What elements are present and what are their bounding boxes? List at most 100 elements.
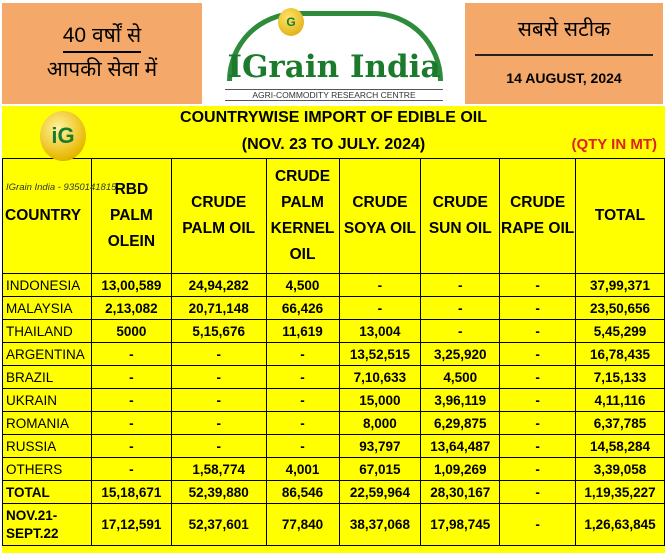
grain-logo-icon: iG <box>40 111 86 161</box>
value-cell: - <box>90 388 172 412</box>
value-cell: - <box>499 388 577 412</box>
country-cell: ROMANIA <box>2 411 92 435</box>
value-cell: 67,015 <box>338 457 422 481</box>
value-cell: - <box>499 342 577 366</box>
col-header-crude-sun-oil: CRUDE SUN OIL <box>420 158 501 274</box>
value-cell: 4,500 <box>420 365 501 389</box>
country-cell: TOTAL <box>2 480 92 504</box>
value-cell: - <box>265 434 340 458</box>
value-cell: 4,500 <box>265 273 340 297</box>
brand-tagline: AGRI-COMMODITY RESEARCH CENTRE <box>225 89 443 101</box>
col-header-rbd-palm-olein: RBD PALM OLEIN <box>90 158 172 274</box>
value-cell: 6,29,875 <box>420 411 501 435</box>
value-cell: 7,15,133 <box>575 365 665 389</box>
value-cell: 1,09,269 <box>420 457 501 481</box>
value-cell: - <box>499 503 577 546</box>
value-cell: 38,37,068 <box>338 503 422 546</box>
table-title: COUNTRYWISE IMPORT OF EDIBLE OIL <box>180 109 487 126</box>
value-cell: - <box>420 296 501 320</box>
col-header-crude-rape-oil: CRUDE RAPE OIL <box>499 158 577 274</box>
value-cell: - <box>338 296 422 320</box>
brand-name: IGrain India <box>227 49 441 85</box>
value-cell: - <box>265 365 340 389</box>
table-row: BRAZIL - - -7,10,633 4,500-7,15,133 <box>2 365 665 389</box>
value-cell: 16,78,435 <box>575 342 665 366</box>
value-cell: 3,25,920 <box>420 342 501 366</box>
grain-icon: G <box>278 8 304 36</box>
value-cell: - <box>499 480 577 504</box>
col-header-crude-palm-kernel-oil: CRUDE PALM KERNEL OIL <box>265 158 340 274</box>
country-cell: THAILAND <box>2 319 92 343</box>
watermark: IGrain India - 9350141815 <box>6 182 117 193</box>
value-cell: - <box>265 342 340 366</box>
value-cell: 15,18,671 <box>90 480 172 504</box>
country-cell: ARGENTINA <box>2 342 92 366</box>
country-cell: RUSSIA <box>2 434 92 458</box>
value-cell: - <box>265 388 340 412</box>
value-cell: 1,19,35,227 <box>575 480 665 504</box>
value-cell: - <box>499 411 577 435</box>
value-cell: 93,797 <box>338 434 422 458</box>
brand-logo: G IGrain India AGRI-COMMODITY RESEARCH C… <box>205 3 463 104</box>
value-cell: - <box>499 457 577 481</box>
table-row: RUSSIA - - -93,797 13,64,487-14,58,284 <box>2 434 665 458</box>
value-cell: 77,840 <box>265 503 340 546</box>
value-cell: 23,50,656 <box>575 296 665 320</box>
value-cell: 24,94,282 <box>170 273 267 297</box>
value-cell: - <box>90 342 172 366</box>
tagline-panel-right: सबसे सटीक 14 AUGUST, 2024 <box>465 3 663 104</box>
tagline-panel-left: 40 वर्षों से आपकी सेवा में <box>2 3 202 104</box>
value-cell: - <box>90 411 172 435</box>
country-cell: UKRAIN <box>2 388 92 412</box>
value-cell: 13,004 <box>338 319 422 343</box>
country-cell: MALAYSIA <box>2 296 92 320</box>
report-date: 14 AUGUST, 2024 <box>506 70 622 86</box>
value-cell: - <box>265 411 340 435</box>
unit-label: (QTY IN MT) <box>571 136 657 153</box>
value-cell: 52,37,601 <box>170 503 267 546</box>
value-cell: - <box>499 296 577 320</box>
value-cell: - <box>170 365 267 389</box>
value-cell: 11,619 <box>265 319 340 343</box>
value-cell: - <box>90 365 172 389</box>
table-row: MALAYSIA 2,13,082 20,71,148 66,426- - -23,50,… <box>2 296 665 320</box>
value-cell: 28,30,167 <box>420 480 501 504</box>
value-cell: - <box>90 457 172 481</box>
header-row: COUNTRY RBD PALM OLEIN CRUDE PALM OIL CR… <box>2 158 665 274</box>
country-cell: INDONESIA <box>2 273 92 297</box>
col-header-crude-soya-oil: CRUDE SOYA OIL <box>338 158 422 274</box>
value-cell: 86,546 <box>265 480 340 504</box>
value-cell: 3,39,058 <box>575 457 665 481</box>
col-header-country: COUNTRY <box>2 158 92 274</box>
col-header-crude-palm-oil: CRUDE PALM OIL <box>170 158 267 274</box>
tagline-years: 40 वर्षों से <box>62 22 142 53</box>
value-cell: 4,001 <box>265 457 340 481</box>
value-cell: - <box>170 388 267 412</box>
value-cell: 20,71,148 <box>170 296 267 320</box>
value-cell: - <box>499 273 577 297</box>
import-table: COUNTRY RBD PALM OLEIN CRUDE PALM OIL CR… <box>2 158 665 546</box>
value-cell: - <box>499 365 577 389</box>
value-cell: 37,99,371 <box>575 273 665 297</box>
value-cell: 1,26,63,845 <box>575 503 665 546</box>
divider <box>475 54 653 56</box>
value-cell: 1,58,774 <box>170 457 267 481</box>
value-cell: 17,12,591 <box>90 503 172 546</box>
tagline-accurate: सबसे सटीक <box>517 18 611 41</box>
value-cell: - <box>338 273 422 297</box>
value-cell: 14,58,284 <box>575 434 665 458</box>
table-row: ARGENTINA - - -13,52,515 3,25,920-16,78,435 <box>2 342 665 366</box>
country-cell: NOV.21-SEPT.22 <box>2 503 92 546</box>
value-cell: - <box>170 434 267 458</box>
table-row: UKRAIN - - -15,000 3,96,119-4,11,116 <box>2 388 665 412</box>
value-cell: 66,426 <box>265 296 340 320</box>
col-header-total: TOTAL <box>575 158 665 274</box>
value-cell: 17,98,745 <box>420 503 501 546</box>
value-cell: 8,000 <box>338 411 422 435</box>
table-row: THAILAND 5000 5,15,676 11,619 13,004- -5,45,2… <box>2 319 665 343</box>
value-cell: 15,000 <box>338 388 422 412</box>
country-cell: OTHERS <box>2 457 92 481</box>
value-cell: 2,13,082 <box>90 296 172 320</box>
country-cell: BRAZIL <box>2 365 92 389</box>
